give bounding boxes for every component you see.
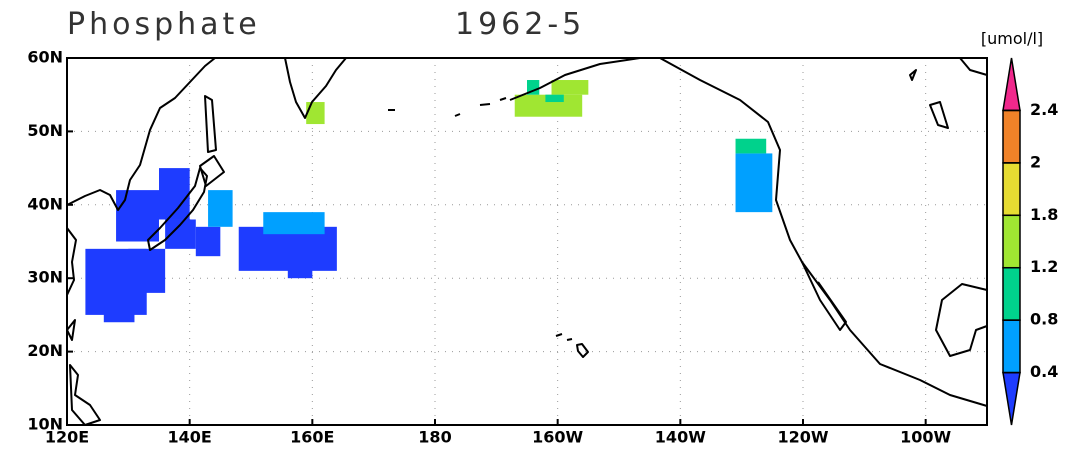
map-frame [66, 57, 988, 426]
colorbar-label: 2 [1030, 152, 1041, 171]
coastline [66, 57, 216, 211]
coastline [909, 57, 988, 129]
y-tick-label: 20N [27, 341, 63, 360]
map-title: Phosphate [67, 7, 261, 42]
colorbar-segment [1002, 266, 1021, 321]
colorbar-label: 1.2 [1030, 257, 1058, 276]
x-tick-label: 120E [45, 428, 89, 447]
data-cell [103, 300, 135, 323]
y-tick-label: 30N [27, 268, 63, 287]
data-cells [85, 80, 773, 323]
y-tick-label: 40N [27, 194, 63, 213]
data-cell [551, 80, 589, 95]
y-tick-label: 10N [27, 415, 63, 434]
coastline [66, 319, 76, 341]
colorbar-segment [1002, 214, 1021, 269]
data-cell [116, 190, 159, 242]
colorbar: 0.4 0.8 1.2 1.8 2 2.4 [1002, 57, 1058, 426]
data-cell [545, 94, 564, 103]
data-cell [287, 263, 313, 279]
coastline [204, 95, 217, 153]
coastline [199, 155, 225, 187]
colorbar-label: 2.4 [1030, 100, 1058, 119]
coastlines [66, 57, 988, 426]
colorbar-segment [1002, 319, 1021, 374]
data-cell [263, 212, 325, 235]
colorbar-segment [1002, 371, 1021, 426]
colorbar-unit: [umol/l] [981, 29, 1043, 48]
data-cell [306, 102, 325, 125]
colorbar-label: 0.8 [1030, 310, 1058, 329]
colorbar-label: 0.4 [1030, 362, 1058, 381]
x-tick-label: 100W [900, 428, 951, 447]
colorbar-segment [1002, 109, 1021, 164]
axes: 120E 140E 160E 180 160W 140W 120W 100W 10N 20N 30N… [27, 48, 951, 447]
data-cell [128, 248, 166, 293]
coastline [555, 333, 589, 358]
data-cell [208, 190, 233, 227]
data-cell [735, 153, 773, 213]
x-tick-label: 160E [290, 428, 334, 447]
coastline [935, 283, 988, 357]
coastline [509, 57, 641, 101]
coastline [147, 167, 208, 251]
data-cell [195, 226, 221, 257]
coastline [801, 261, 847, 331]
data-cell [514, 94, 583, 117]
x-tick-label: 140E [168, 428, 212, 447]
x-tick-label: 120W [777, 428, 828, 447]
coastline [659, 57, 988, 407]
x-tick-label: 180 [418, 428, 451, 447]
coastline [69, 364, 101, 426]
x-tick-label: 140W [655, 428, 706, 447]
colorbar-label: 1.8 [1030, 205, 1058, 224]
y-tick-label: 60N [27, 48, 63, 67]
coastline [388, 97, 507, 117]
colorbar-segment [1002, 162, 1021, 217]
coastline [66, 227, 77, 296]
coastline [284, 57, 347, 119]
x-tick-label: 160W [532, 428, 583, 447]
map-subtitle: 1962-5 [455, 7, 585, 42]
colorbar-segment [1002, 57, 1021, 112]
y-tick-label: 50N [27, 121, 63, 140]
data-cell [735, 138, 767, 154]
